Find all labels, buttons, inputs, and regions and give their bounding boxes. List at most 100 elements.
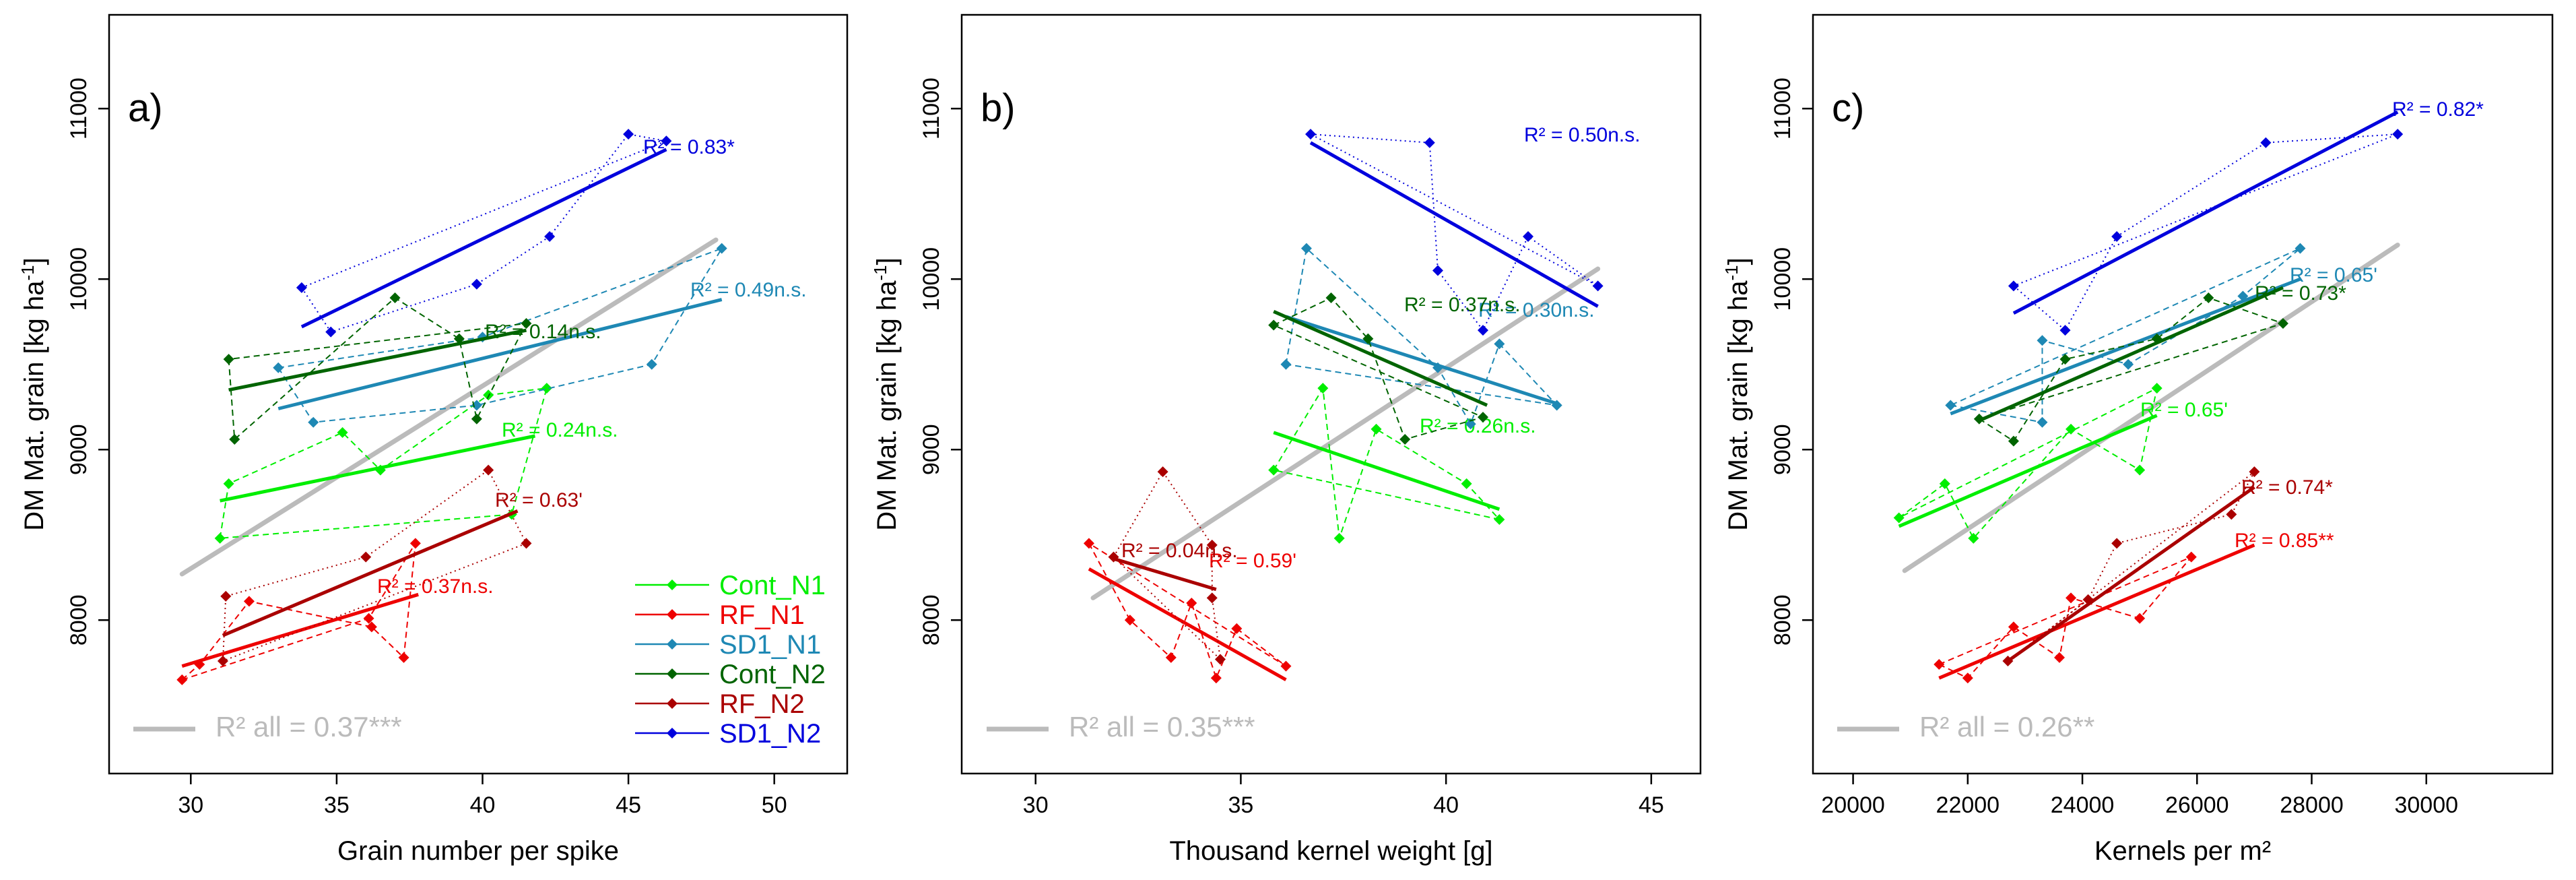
panel-3: 20000 22000 24000 26000 28000 30000 8000 9000 10… — [1721, 13, 2554, 866]
r2-label: R² = 0.24n.s. — [502, 419, 618, 441]
data-point — [2054, 652, 2065, 663]
x-axis-label: Kernels per m² — [2094, 836, 2271, 866]
r2-all-label: R² all = 0.26** — [1919, 711, 2094, 743]
x-tick-label: 35 — [324, 792, 350, 818]
data-point — [2134, 464, 2146, 476]
data-point — [2277, 317, 2288, 329]
data-point — [2066, 423, 2077, 435]
x-tick-label: 45 — [616, 792, 641, 818]
data-point — [1268, 464, 1280, 476]
series-regression-line — [1088, 567, 1287, 682]
legend-label: SD1_N2 — [719, 719, 821, 749]
data-point — [1280, 358, 1292, 370]
data-point — [214, 532, 226, 544]
data-point — [337, 427, 348, 438]
data-point — [374, 464, 386, 476]
r2-label: R² = 0.50n.s. — [1524, 124, 1641, 146]
series-cont-n2: R² = 0.73* — [1973, 282, 2346, 447]
y-tick-label: 11000 — [66, 77, 92, 139]
data-point — [544, 230, 556, 242]
data-point — [1461, 478, 1472, 489]
plot-frame — [960, 13, 1702, 775]
r2-label: R² = 0.65' — [2290, 264, 2377, 286]
data-point — [1362, 333, 1374, 344]
y-tick-label: 10000 — [919, 247, 944, 311]
panel-label: b) — [981, 86, 1016, 130]
data-point — [2059, 325, 2071, 336]
data-point — [2237, 290, 2249, 302]
series-cont-n2: R² = 0.37n.s. — [1268, 292, 1521, 445]
data-point — [2008, 435, 2019, 447]
data-point — [453, 333, 465, 344]
legend-marker — [667, 639, 678, 650]
y-tick-label: 9000 — [1770, 424, 1795, 475]
data-point — [389, 292, 401, 304]
data-point — [1968, 532, 1979, 544]
data-point — [366, 621, 377, 633]
data-point — [1165, 652, 1177, 663]
data-point — [1083, 538, 1094, 549]
data-point — [2185, 551, 2197, 563]
panel-label: c) — [1832, 86, 1864, 130]
data-point — [1934, 659, 1945, 670]
r2-label: R² = 0.74* — [2241, 476, 2333, 499]
series-rf-n2: R² = 0.74* — [2002, 466, 2333, 666]
series-regression-line — [1285, 315, 1558, 406]
series-regression-line — [300, 148, 667, 329]
y-tick-label: 8000 — [919, 594, 944, 646]
data-point — [2123, 358, 2134, 370]
legend-marker — [667, 609, 678, 620]
series-regression-line — [222, 509, 519, 637]
series-cont-n1: R² = 0.24n.s. — [214, 383, 618, 544]
series-regression-line — [1898, 414, 2158, 528]
data-point — [223, 478, 234, 489]
data-point — [1325, 292, 1337, 304]
series-regression-line — [1273, 309, 1488, 407]
r2-label: R² = 0.63' — [495, 489, 583, 511]
data-point — [471, 413, 482, 425]
series-regression-line — [2006, 485, 2255, 663]
legend-item-rf-n1: RF_N1 — [635, 600, 805, 630]
series-sd1-n2: R² = 0.50n.s. — [1305, 124, 1641, 336]
data-point — [2037, 335, 2048, 346]
data-point — [363, 612, 374, 624]
x-tick-label: 26000 — [2165, 792, 2229, 818]
series-rf-n2: R² = 0.63' — [217, 464, 583, 666]
series-envelope — [1272, 296, 1485, 441]
series-envelope — [1937, 556, 2192, 679]
data-point — [2392, 129, 2404, 140]
x-tick-label: 24000 — [2051, 792, 2115, 818]
data-point — [2249, 466, 2260, 478]
data-point — [661, 135, 672, 147]
plot-frame — [108, 13, 849, 775]
y-axis-label: DM Mat. grain [kg ha-1] — [1721, 257, 1753, 531]
y-tick-label: 10000 — [66, 247, 92, 311]
x-tick-label: 20000 — [1821, 792, 1885, 818]
data-point — [2082, 594, 2094, 605]
legend-item-cont-n1: Cont_N1 — [635, 571, 826, 600]
data-point — [1206, 592, 1218, 604]
r2-label: R² = 0.59' — [1209, 550, 1296, 572]
data-point — [325, 326, 337, 338]
data-point — [360, 551, 372, 563]
data-point — [296, 282, 307, 293]
data-point — [1268, 319, 1280, 331]
r2-label: R² = 0.30n.s. — [1478, 299, 1595, 321]
r2-all-label: R² all = 0.37*** — [216, 711, 402, 743]
data-point — [176, 674, 188, 685]
y-tick-label: 8000 — [1770, 594, 1795, 646]
legend-label: RF_N2 — [719, 689, 805, 719]
series-regression-line — [228, 328, 527, 392]
data-point — [646, 358, 657, 370]
data-point — [220, 590, 232, 602]
data-point — [194, 659, 205, 670]
series-regression-line — [1950, 277, 2301, 416]
legend-marker — [667, 579, 678, 590]
series-cont-n1: R² = 0.26n.s. — [1268, 383, 1536, 544]
data-point — [1973, 413, 1985, 425]
x-axis-label: Grain number per spike — [337, 836, 619, 866]
r2-all-label: R² all = 0.35*** — [1069, 711, 1255, 743]
series-envelope — [1948, 247, 2301, 423]
data-point — [409, 538, 421, 549]
